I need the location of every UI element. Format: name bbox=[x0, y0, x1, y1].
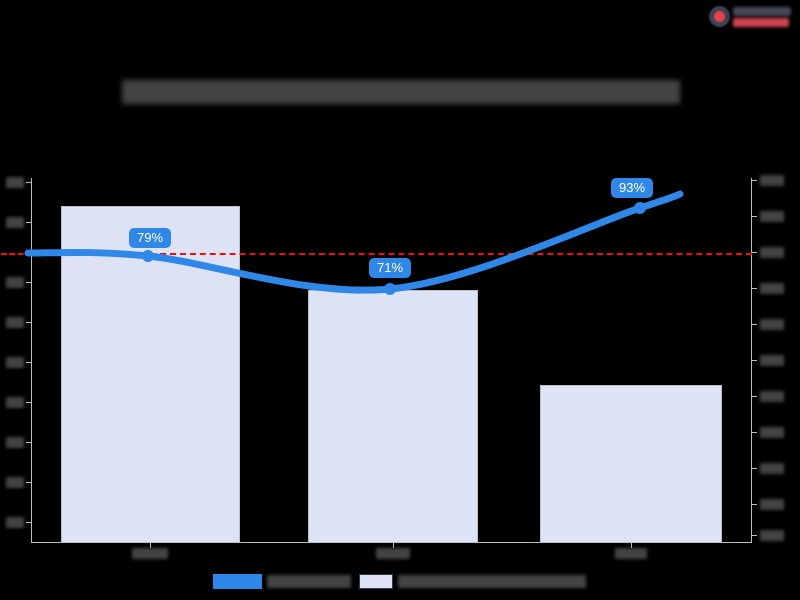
y-axis-right-tick-3 bbox=[752, 252, 757, 253]
y-axis-left-label-7: ███ bbox=[6, 437, 24, 448]
plot-area bbox=[1, 178, 757, 548]
y-axis-left-tick-6 bbox=[26, 402, 31, 403]
y-axis-left-label-8: ███ bbox=[6, 477, 24, 488]
reference-line-extension bbox=[1, 253, 32, 255]
chart-legend: ████ ██████ ████████ █████ ██████ bbox=[205, 570, 595, 596]
y-axis-right-tick-2 bbox=[752, 216, 757, 217]
y-axis-left-tick-3 bbox=[26, 282, 31, 283]
brand-logo bbox=[706, 3, 794, 30]
x-axis-label-2: ████ bbox=[376, 548, 410, 559]
y-axis-right-label-7: ████ bbox=[760, 391, 784, 402]
y-axis-left-tick-7 bbox=[26, 442, 31, 443]
y-axis-right-label-6: ████ bbox=[760, 355, 784, 366]
y-axis-right-label-2: ████ bbox=[760, 211, 784, 222]
legend-label-bar-series: ████████ █████ ██████ bbox=[398, 575, 586, 588]
line-series-points bbox=[142, 202, 646, 295]
y-axis-left-labels: ███ ███ ███ ███ ███ ███ ███ ███ ███ bbox=[0, 0, 24, 600]
data-label-1: 79% bbox=[128, 228, 172, 248]
y-axis-right-tick-10 bbox=[752, 504, 757, 505]
line-point-3[interactable] bbox=[634, 202, 646, 214]
y-axis-right-label-4: ████ bbox=[760, 283, 784, 294]
y-axis-right-tick-6 bbox=[752, 360, 757, 361]
y-axis-right-label-5: ████ bbox=[760, 319, 784, 330]
y-axis-left-tick-9 bbox=[26, 522, 31, 523]
y-axis-right-label-1: ████ bbox=[760, 175, 784, 186]
y-axis-right-tick-9 bbox=[752, 468, 757, 469]
x-axis-tick-1 bbox=[150, 543, 151, 548]
y-axis-left-label-9: ███ bbox=[6, 517, 24, 528]
chart-title: █████████ ████████ ██████ ██████████ ███… bbox=[122, 80, 680, 104]
y-axis-right-tick-11 bbox=[752, 535, 757, 536]
y-axis-left-tick-4 bbox=[26, 322, 31, 323]
y-axis-left-tick-5 bbox=[26, 362, 31, 363]
y-axis-right-tick-8 bbox=[752, 432, 757, 433]
y-axis-left-label-6: ███ bbox=[6, 397, 24, 408]
y-axis-left-label-4: ███ bbox=[6, 317, 24, 328]
line-series bbox=[24, 190, 684, 295]
y-axis-right-label-3: ████ bbox=[760, 247, 784, 258]
y-axis-left-label-5: ███ bbox=[6, 357, 24, 368]
axis-spine-right bbox=[751, 178, 752, 543]
y-axis-left-label-1: ███ bbox=[6, 177, 24, 188]
y-axis-right-tick-5 bbox=[752, 324, 757, 325]
y-axis-right-label-8: ████ bbox=[760, 427, 784, 438]
brand-logo-mark-icon bbox=[709, 6, 730, 27]
brand-logo-text-line-2 bbox=[733, 18, 789, 27]
bar-1[interactable] bbox=[60, 206, 240, 543]
y-axis-right-label-11: ████ bbox=[760, 530, 784, 541]
y-axis-left-tick-1 bbox=[26, 182, 31, 183]
x-axis-label-3: ████ bbox=[615, 548, 647, 559]
legend-swatch-bar-series[interactable] bbox=[359, 574, 393, 589]
y-axis-right-tick-4 bbox=[752, 288, 757, 289]
legend-label-line-series: ████ ██████ bbox=[267, 575, 351, 588]
line-series-path bbox=[24, 190, 684, 294]
data-label-2: 71% bbox=[368, 258, 412, 278]
reference-line bbox=[31, 253, 752, 255]
y-axis-left-label-2: ███ bbox=[6, 217, 24, 228]
y-axis-right-label-9: ████ bbox=[760, 463, 784, 474]
brand-logo-text-line-1 bbox=[733, 7, 791, 16]
x-axis-tick-3 bbox=[631, 543, 632, 548]
x-axis-label-1: ████ bbox=[132, 548, 168, 559]
y-axis-right-tick-7 bbox=[752, 396, 757, 397]
y-axis-left-tick-8 bbox=[26, 482, 31, 483]
legend-swatch-line-series[interactable] bbox=[213, 574, 262, 589]
y-axis-left-tick-2 bbox=[26, 222, 31, 223]
y-axis-right-labels: ████ ████ ████ ████ ████ ████ ████ ████ ████ ████… bbox=[760, 0, 800, 600]
y-axis-left-label-3: ███ bbox=[6, 277, 24, 288]
data-label-3: 93% bbox=[610, 178, 654, 198]
y-axis-right-tick-1 bbox=[752, 180, 757, 181]
y-axis-right-label-10: ████ bbox=[760, 499, 784, 510]
axis-spine-left bbox=[31, 178, 32, 543]
bar-3[interactable] bbox=[540, 385, 722, 543]
bar-2[interactable] bbox=[308, 290, 478, 543]
x-axis-tick-2 bbox=[393, 543, 394, 548]
line-point-1[interactable] bbox=[142, 250, 154, 262]
line-point-2[interactable] bbox=[384, 283, 396, 295]
